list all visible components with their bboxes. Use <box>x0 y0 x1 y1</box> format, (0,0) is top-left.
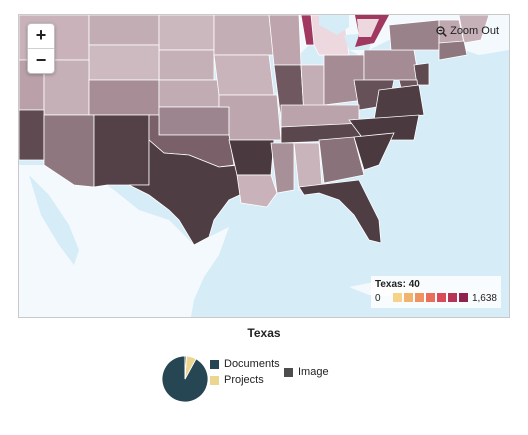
legend-swatch-6 <box>459 293 468 302</box>
state-maine[interactable] <box>458 15 490 44</box>
state-nebraska[interactable] <box>158 79 220 108</box>
state-mississippi[interactable] <box>270 142 295 194</box>
state-new-york[interactable] <box>388 19 440 51</box>
state-montana[interactable] <box>88 15 160 46</box>
pie-chart-svg <box>161 355 209 403</box>
legend-swatch-0 <box>393 293 402 302</box>
zoom-out-link[interactable]: Zoom Out <box>436 25 499 37</box>
zoom-out-link-label: Zoom Out <box>450 25 499 37</box>
legend-swatch-3 <box>426 293 435 302</box>
zoom-in-button[interactable]: + <box>35 25 47 45</box>
state-north-carolina[interactable] <box>348 114 420 141</box>
pie-chart <box>160 354 210 409</box>
state-kansas[interactable] <box>158 106 230 136</box>
pie-slice-image[interactable] <box>184 355 187 380</box>
legend-max-label: 1,638 <box>471 293 497 304</box>
state-new-mexico[interactable] <box>93 114 150 188</box>
legend-swatch-5 <box>448 293 457 302</box>
map-canvas[interactable] <box>19 15 509 317</box>
zoom-out-button[interactable]: − <box>28 48 54 73</box>
state-wisconsin[interactable] <box>268 15 302 66</box>
state-iowa[interactable] <box>213 54 275 96</box>
state-massachusetts[interactable] <box>438 40 468 61</box>
state-louisiana[interactable] <box>236 174 278 208</box>
legend-swatch-4 <box>437 293 446 302</box>
state-south-dakota[interactable] <box>158 49 215 81</box>
state-virginia[interactable] <box>373 84 425 121</box>
lake-huron <box>319 15 349 35</box>
state-colorado[interactable] <box>88 79 160 116</box>
state-texas[interactable] <box>128 139 245 246</box>
state-pennsylvania[interactable] <box>363 49 420 81</box>
legend-label-image: Image <box>298 366 329 378</box>
legend-item-projects[interactable]: Projects <box>210 374 264 386</box>
state-north-dakota[interactable] <box>158 15 215 51</box>
state-alabama[interactable] <box>293 142 323 191</box>
zoom-control: + − <box>27 23 55 74</box>
state-california[interactable] <box>19 109 45 161</box>
state-florida[interactable] <box>298 179 382 244</box>
legend-label-projects: Projects <box>224 374 264 386</box>
state-minnesota[interactable] <box>213 15 275 56</box>
legend-swatch-2 <box>415 293 424 302</box>
choropleth-map[interactable]: + − Zoom Out Texas: 40 0 1,638 <box>18 14 510 318</box>
legend-label-documents: Documents <box>224 358 280 370</box>
legend-swatch-documents <box>210 359 219 369</box>
legend-item-image[interactable]: Image <box>284 366 329 378</box>
state-michigan-up[interactable] <box>300 15 315 46</box>
state-michigan-lower[interactable] <box>357 19 379 37</box>
state-georgia[interactable] <box>318 136 365 184</box>
legend-title: Texas: 40 <box>375 279 420 290</box>
legend-min-label: 0 <box>375 293 381 304</box>
color-scale-legend: Texas: 40 0 1,638 <box>371 276 501 308</box>
state-wyoming[interactable] <box>88 44 160 81</box>
magnifier-minus-icon <box>436 25 447 37</box>
legend-swatches <box>393 293 468 302</box>
pie-chart-title: Texas <box>247 326 281 340</box>
gulf-of-california <box>29 175 79 265</box>
legend-item-documents[interactable]: Documents <box>210 358 280 370</box>
state-south-carolina[interactable] <box>353 132 395 171</box>
state-new-jersey[interactable] <box>413 62 430 86</box>
state-arkansas[interactable] <box>228 139 275 176</box>
legend-swatch-image <box>284 367 293 377</box>
legend-swatch-1 <box>404 293 413 302</box>
legend-swatch-projects <box>210 375 219 385</box>
state-arizona[interactable] <box>43 114 95 188</box>
mexico-land <box>19 165 229 317</box>
